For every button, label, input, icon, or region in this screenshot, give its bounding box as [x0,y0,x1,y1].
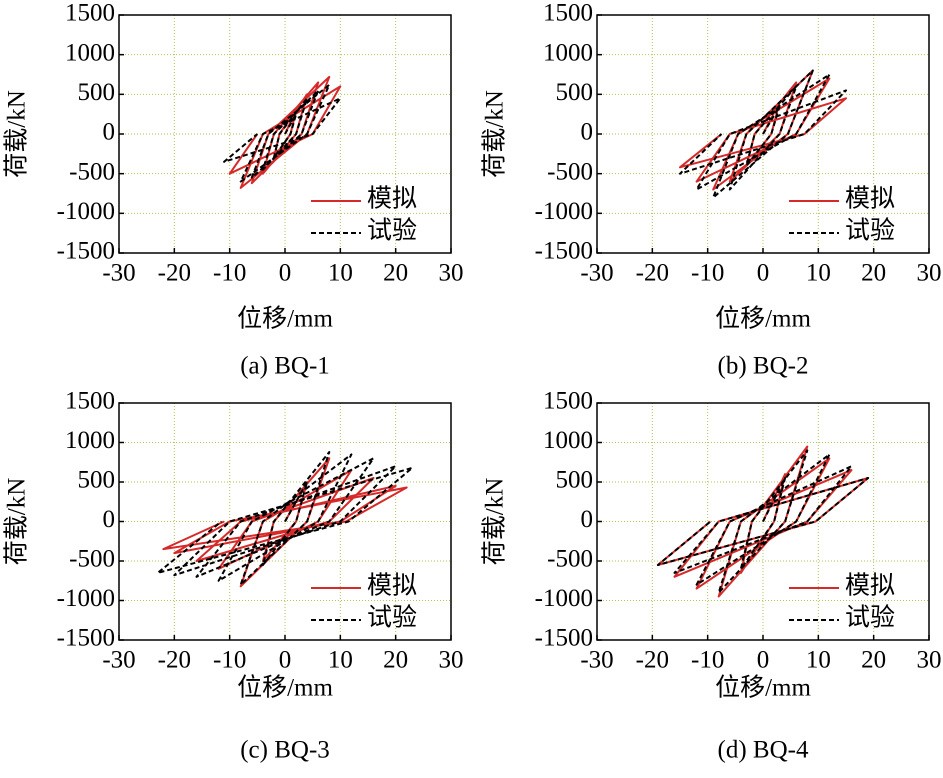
y-tick-label: 500 [556,467,594,494]
x-tick-label: 30 [439,647,464,674]
caption: (a) BQ-1 [240,353,330,380]
x-tick-label: 20 [383,260,408,287]
plot-frame [118,402,452,641]
y-tick-label: -500 [69,546,115,573]
y-tick-label: 500 [556,79,594,106]
x-tick-label: 0 [757,260,770,287]
y-tick-label: -1500 [535,238,593,265]
x-axis-label: 位移/mm [715,674,811,702]
legend-label: 模拟 [845,572,895,600]
legend-label: 试验 [367,217,417,245]
x-tick-label: -10 [213,260,246,287]
x-tick-label: 10 [328,647,353,674]
y-tick-label: 1500 [543,388,593,415]
x-tick-label: 10 [806,260,831,287]
y-tick-label: 0 [581,119,594,146]
y-tick-label: 0 [581,506,594,533]
y-tick-label: -1000 [57,585,115,612]
y-tick-label: 500 [78,467,116,494]
x-tick-label: 20 [861,647,886,674]
y-tick-label: -1000 [535,585,593,612]
y-tick-label: -1000 [535,198,593,225]
x-tick-label: -20 [158,647,191,674]
caption: (b) BQ-2 [718,353,809,380]
x-tick-label: -10 [691,260,724,287]
hysteresis-line [223,83,342,183]
x-tick-label: -20 [636,260,669,287]
x-tick-label: 0 [757,647,770,674]
x-tick-label: 30 [917,647,942,674]
x-tick-label: 20 [861,260,886,287]
caption: (c) BQ-3 [240,737,330,764]
y-tick-label: -500 [69,158,115,185]
x-tick-label: 0 [279,260,292,287]
x-tick-label: 20 [383,647,408,674]
legend-label: 模拟 [845,185,895,213]
x-tick-label: -30 [102,647,135,674]
x-tick-label: -30 [102,260,135,287]
y-axis-label: 荷载/kN [481,478,509,566]
y-tick-label: 1000 [65,427,115,454]
x-tick-label: 10 [328,260,353,287]
legend-label: 模拟 [367,185,417,213]
legend-label: 试验 [845,217,895,245]
plot-frame [118,14,452,254]
y-tick-label: 1500 [543,0,593,27]
x-tick-label: 10 [806,647,831,674]
hysteresis-line [156,451,414,586]
x-tick-label: 30 [917,260,942,287]
y-tick-label: 1000 [65,39,115,66]
y-tick-label: 1000 [543,427,593,454]
y-tick-label: 1500 [65,388,115,415]
x-tick-label: -20 [158,260,191,287]
y-tick-label: -1500 [535,625,593,652]
plot-frame [596,402,930,641]
x-tick-label: -20 [636,647,669,674]
x-axis-label: 位移/mm [715,305,811,333]
x-tick-label: -30 [580,647,613,674]
x-axis-label: 位移/mm [237,305,333,333]
y-axis-label: 荷载/kN [481,90,509,178]
hysteresis-line [162,457,408,588]
x-tick-label: -30 [580,260,613,287]
y-axis-label: 荷载/kN [3,90,31,178]
y-tick-label: 0 [103,119,116,146]
x-tick-label: 0 [279,647,292,674]
y-tick-label: -500 [547,546,593,573]
y-tick-label: 1000 [543,39,593,66]
y-tick-label: -1000 [57,198,115,225]
y-tick-label: -1500 [57,625,115,652]
legend-label: 模拟 [367,572,417,600]
x-axis-label: 位移/mm [237,674,333,702]
x-tick-label: -10 [691,647,724,674]
y-tick-label: -500 [547,158,593,185]
y-axis-label: 荷载/kN [3,478,31,566]
y-tick-label: -1500 [57,238,115,265]
hysteresis-line [656,449,870,594]
caption: (d) BQ-4 [718,737,809,764]
plot-frame [596,14,930,254]
x-tick-label: 30 [439,260,464,287]
legend-label: 试验 [845,604,895,632]
y-tick-label: 500 [78,79,116,106]
legend-label: 试验 [367,604,417,632]
y-tick-label: 0 [103,506,116,533]
hysteresis-line [679,69,847,199]
y-tick-label: 1500 [65,0,115,27]
x-tick-label: -10 [213,647,246,674]
